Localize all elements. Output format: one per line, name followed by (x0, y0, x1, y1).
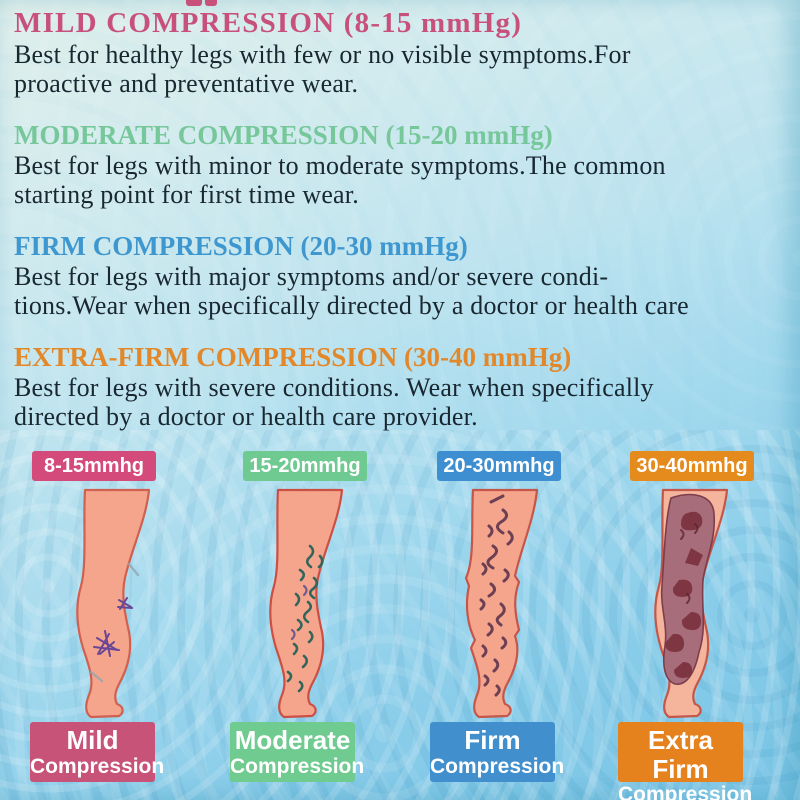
section-mild: MILD COMPRESSION (8-15 mmHg) Best for he… (14, 8, 790, 98)
label-firm-compression: Firm Compression (430, 722, 565, 782)
section-firm-heading: FIRM COMPRESSION (20-30 mmHg) (14, 231, 468, 262)
label-line2: Compression (618, 783, 753, 800)
text-sections: MILD COMPRESSION (8-15 mmHg) Best for he… (14, 8, 790, 454)
badge-15-20mmhg: 15-20mmhg (243, 451, 367, 481)
section-extra-firm-body-line2: directed by a doctor or health care prov… (14, 401, 478, 431)
label-line1: Mild (66, 725, 119, 755)
label-line1: Firm (464, 725, 521, 755)
label-line2: Compression (430, 754, 565, 778)
cropped-top-decoration (205, 0, 217, 6)
label-mild-compression: Mild Compression (30, 722, 165, 782)
firm-leg-illustration (464, 488, 539, 719)
badge-8-15mmhg: 8-15mmhg (32, 451, 156, 481)
section-moderate-body-line2: starting point for first time wear. (14, 179, 359, 209)
extra-firm-leg-illustration (654, 488, 729, 719)
badge-30-40mmhg: 30-40mmhg (630, 451, 754, 481)
section-firm-body-line1: Best for legs with major symptoms and/or… (14, 262, 609, 292)
section-extra-firm: EXTRA-FIRM COMPRESSION (30-40 mmHg) Best… (14, 343, 790, 431)
badge-20-30mmhg: 20-30mmhg (437, 451, 561, 481)
section-moderate: MODERATE COMPRESSION (15-20 mmHg) Best f… (14, 121, 790, 209)
label-moderate-compression: Moderate Compression (230, 722, 365, 782)
section-moderate-body-line1: Best for legs with minor to moderate sym… (14, 151, 666, 181)
label-line1: Extra Firm (647, 725, 714, 784)
moderate-leg-illustration (269, 488, 344, 719)
section-mild-body-line1: Best for healthy legs with few or no vis… (14, 40, 631, 70)
label-line2: Compression (30, 754, 165, 778)
cropped-top-decoration (186, 0, 202, 6)
section-mild-heading: MILD COMPRESSION (8-15 mmHg) (14, 7, 523, 39)
section-moderate-heading: MODERATE COMPRESSION (15-20 mmHg) (14, 120, 553, 151)
mild-leg-illustration (76, 488, 151, 719)
section-extra-firm-heading: EXTRA-FIRM COMPRESSION (30-40 mmHg) (14, 342, 572, 373)
label-extra-firm-compression: Extra Firm Compression (618, 722, 752, 800)
section-extra-firm-body-line1: Best for legs with severe conditions. We… (14, 373, 654, 403)
section-firm-body-line2: tions.Wear when specifically directed by… (14, 290, 689, 320)
section-mild-body-line2: proactive and preventative wear. (14, 68, 359, 98)
label-line1: Moderate (234, 725, 351, 755)
label-line2: Compression (230, 754, 365, 778)
section-firm: FIRM COMPRESSION (20-30 mmHg) Best for l… (14, 232, 790, 320)
